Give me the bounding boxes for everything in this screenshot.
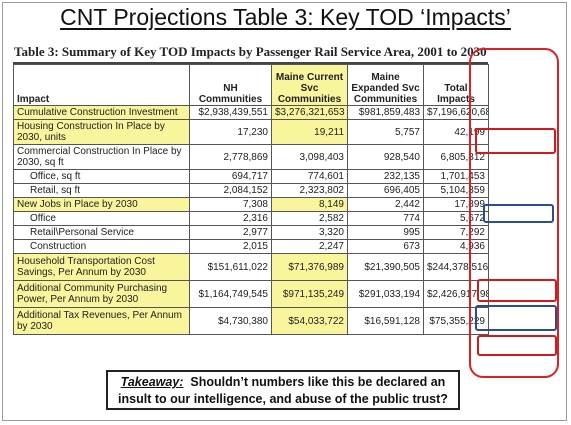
cell-total: 6,805,812 [423,144,489,170]
header-row: Impact NH Communities Maine Current Svc … [13,64,489,106]
header-total: Total Impacts [423,64,489,106]
tax-total-callout-box [477,335,557,356]
table-row: Construction 2,015 2,247 673 4,936 [13,239,489,254]
table-row: Housing Construction In Place by 2030, u… [13,119,489,145]
row-label: Housing Construction In Place by 2030, u… [13,119,190,145]
takeaway-text: Shouldn’t numbers like this be declared … [118,375,448,406]
header-maine-expanded: Maine Expanded Svc Communities [347,64,424,106]
cell-nh: 2,084,152 [189,183,272,198]
cell-nh: $4,730,380 [189,307,272,335]
row-label: Cumulative Construction Investment [13,105,190,120]
row-label: Household Transportation Cost Savings, P… [13,253,190,281]
row-label: Additional Community Purchasing Power, P… [13,280,190,308]
cell-nh: 17,230 [189,119,272,145]
header-maine-current: Maine Current Svc Communities [271,64,348,106]
table-row: Household Transportation Cost Savings, P… [13,253,489,281]
cell-maine-current: $971,135,249 [271,280,348,308]
savings-total-callout-box [477,279,557,302]
table-row: Additional Tax Revenues, Per Annum by 20… [13,307,489,335]
table-row: Cumulative Construction Investment $2,93… [13,105,489,120]
cell-maine-expanded: 995 [347,225,424,240]
row-label: New Jobs in Place by 2030 [13,197,190,212]
row-label: Retail\Personal Service [13,225,190,240]
table-title: Table 3: Summary of Key TOD Impacts by P… [14,44,487,59]
table-row: Commercial Construction In Place by 2030… [13,144,489,170]
jobs-total-callout-box [483,204,554,223]
cell-maine-current: $3,276,321,653 [271,105,348,120]
cell-nh: 7,308 [189,197,272,212]
cell-maine-expanded: $981,859,483 [347,105,424,120]
slide-frame [2,2,567,421]
cell-maine-expanded: $16,591,128 [347,307,424,335]
table-row: Office, sq ft 694,717 774,601 232,135 1,… [13,169,489,184]
cell-maine-expanded: 928,540 [347,144,424,170]
cell-maine-expanded: 696,405 [347,183,424,198]
cell-nh: $2,938,439,551 [189,105,272,120]
housing-total-callout-box [475,128,556,154]
cell-maine-current: 2,582 [271,211,348,226]
cell-nh: 694,717 [189,169,272,184]
cell-maine-current: 3,320 [271,225,348,240]
header-impact: Impact [13,64,190,106]
cell-maine-expanded: $291,033,194 [347,280,424,308]
table-row: Retail, sq ft 2,084,152 2,323,802 696,40… [13,183,489,198]
cell-maine-expanded: 673 [347,239,424,254]
cell-nh: 2,977 [189,225,272,240]
takeaway-label: Takeaway: [120,375,184,389]
cell-maine-current: $54,033,722 [271,307,348,335]
cell-maine-expanded: 2,442 [347,197,424,212]
cell-maine-current: $71,376,989 [271,253,348,281]
table-row: Additional Community Purchasing Power, P… [13,280,489,308]
cell-nh: $151,611,022 [189,253,272,281]
table-row: Retail\Personal Service 2,977 3,320 995 … [13,225,489,240]
purchasing-total-callout-box [475,305,557,331]
total-column-highlight-oval [469,48,559,378]
header-nh: NH Communities [189,64,272,106]
row-label: Construction [13,239,190,254]
row-label: Commercial Construction In Place by 2030… [13,144,190,170]
slide-title: CNT Projections Table 3: Key TOD ‘Impact… [60,4,511,30]
cell-maine-current: 8,149 [271,197,348,212]
cell-maine-current: 19,211 [271,119,348,145]
table-row: New Jobs in Place by 2030 7,308 8,149 2,… [13,197,489,212]
cell-maine-expanded: 774 [347,211,424,226]
takeaway-box: Takeaway: Shouldn’t numbers like this be… [106,370,460,410]
cell-maine-expanded: 5,757 [347,119,424,145]
table-row: Office 2,316 2,582 774 5,672 [13,211,489,226]
impacts-table: Impact NH Communities Maine Current Svc … [13,64,489,335]
row-label: Office, sq ft [13,169,190,184]
title-rule [13,62,488,64]
cell-maine-current: 3,098,403 [271,144,348,170]
cell-maine-current: 2,247 [271,239,348,254]
row-label: Office [13,211,190,226]
cell-nh: 2,778,869 [189,144,272,170]
row-label: Additional Tax Revenues, Per Annum by 20… [13,307,190,335]
cell-nh: 2,316 [189,211,272,226]
cell-maine-expanded: $21,390,505 [347,253,424,281]
cell-nh: 2,015 [189,239,272,254]
cell-maine-expanded: 232,135 [347,169,424,184]
cell-maine-current: 774,601 [271,169,348,184]
cell-nh: $1,164,749,545 [189,280,272,308]
cell-maine-current: 2,323,802 [271,183,348,198]
row-label: Retail, sq ft [13,183,190,198]
